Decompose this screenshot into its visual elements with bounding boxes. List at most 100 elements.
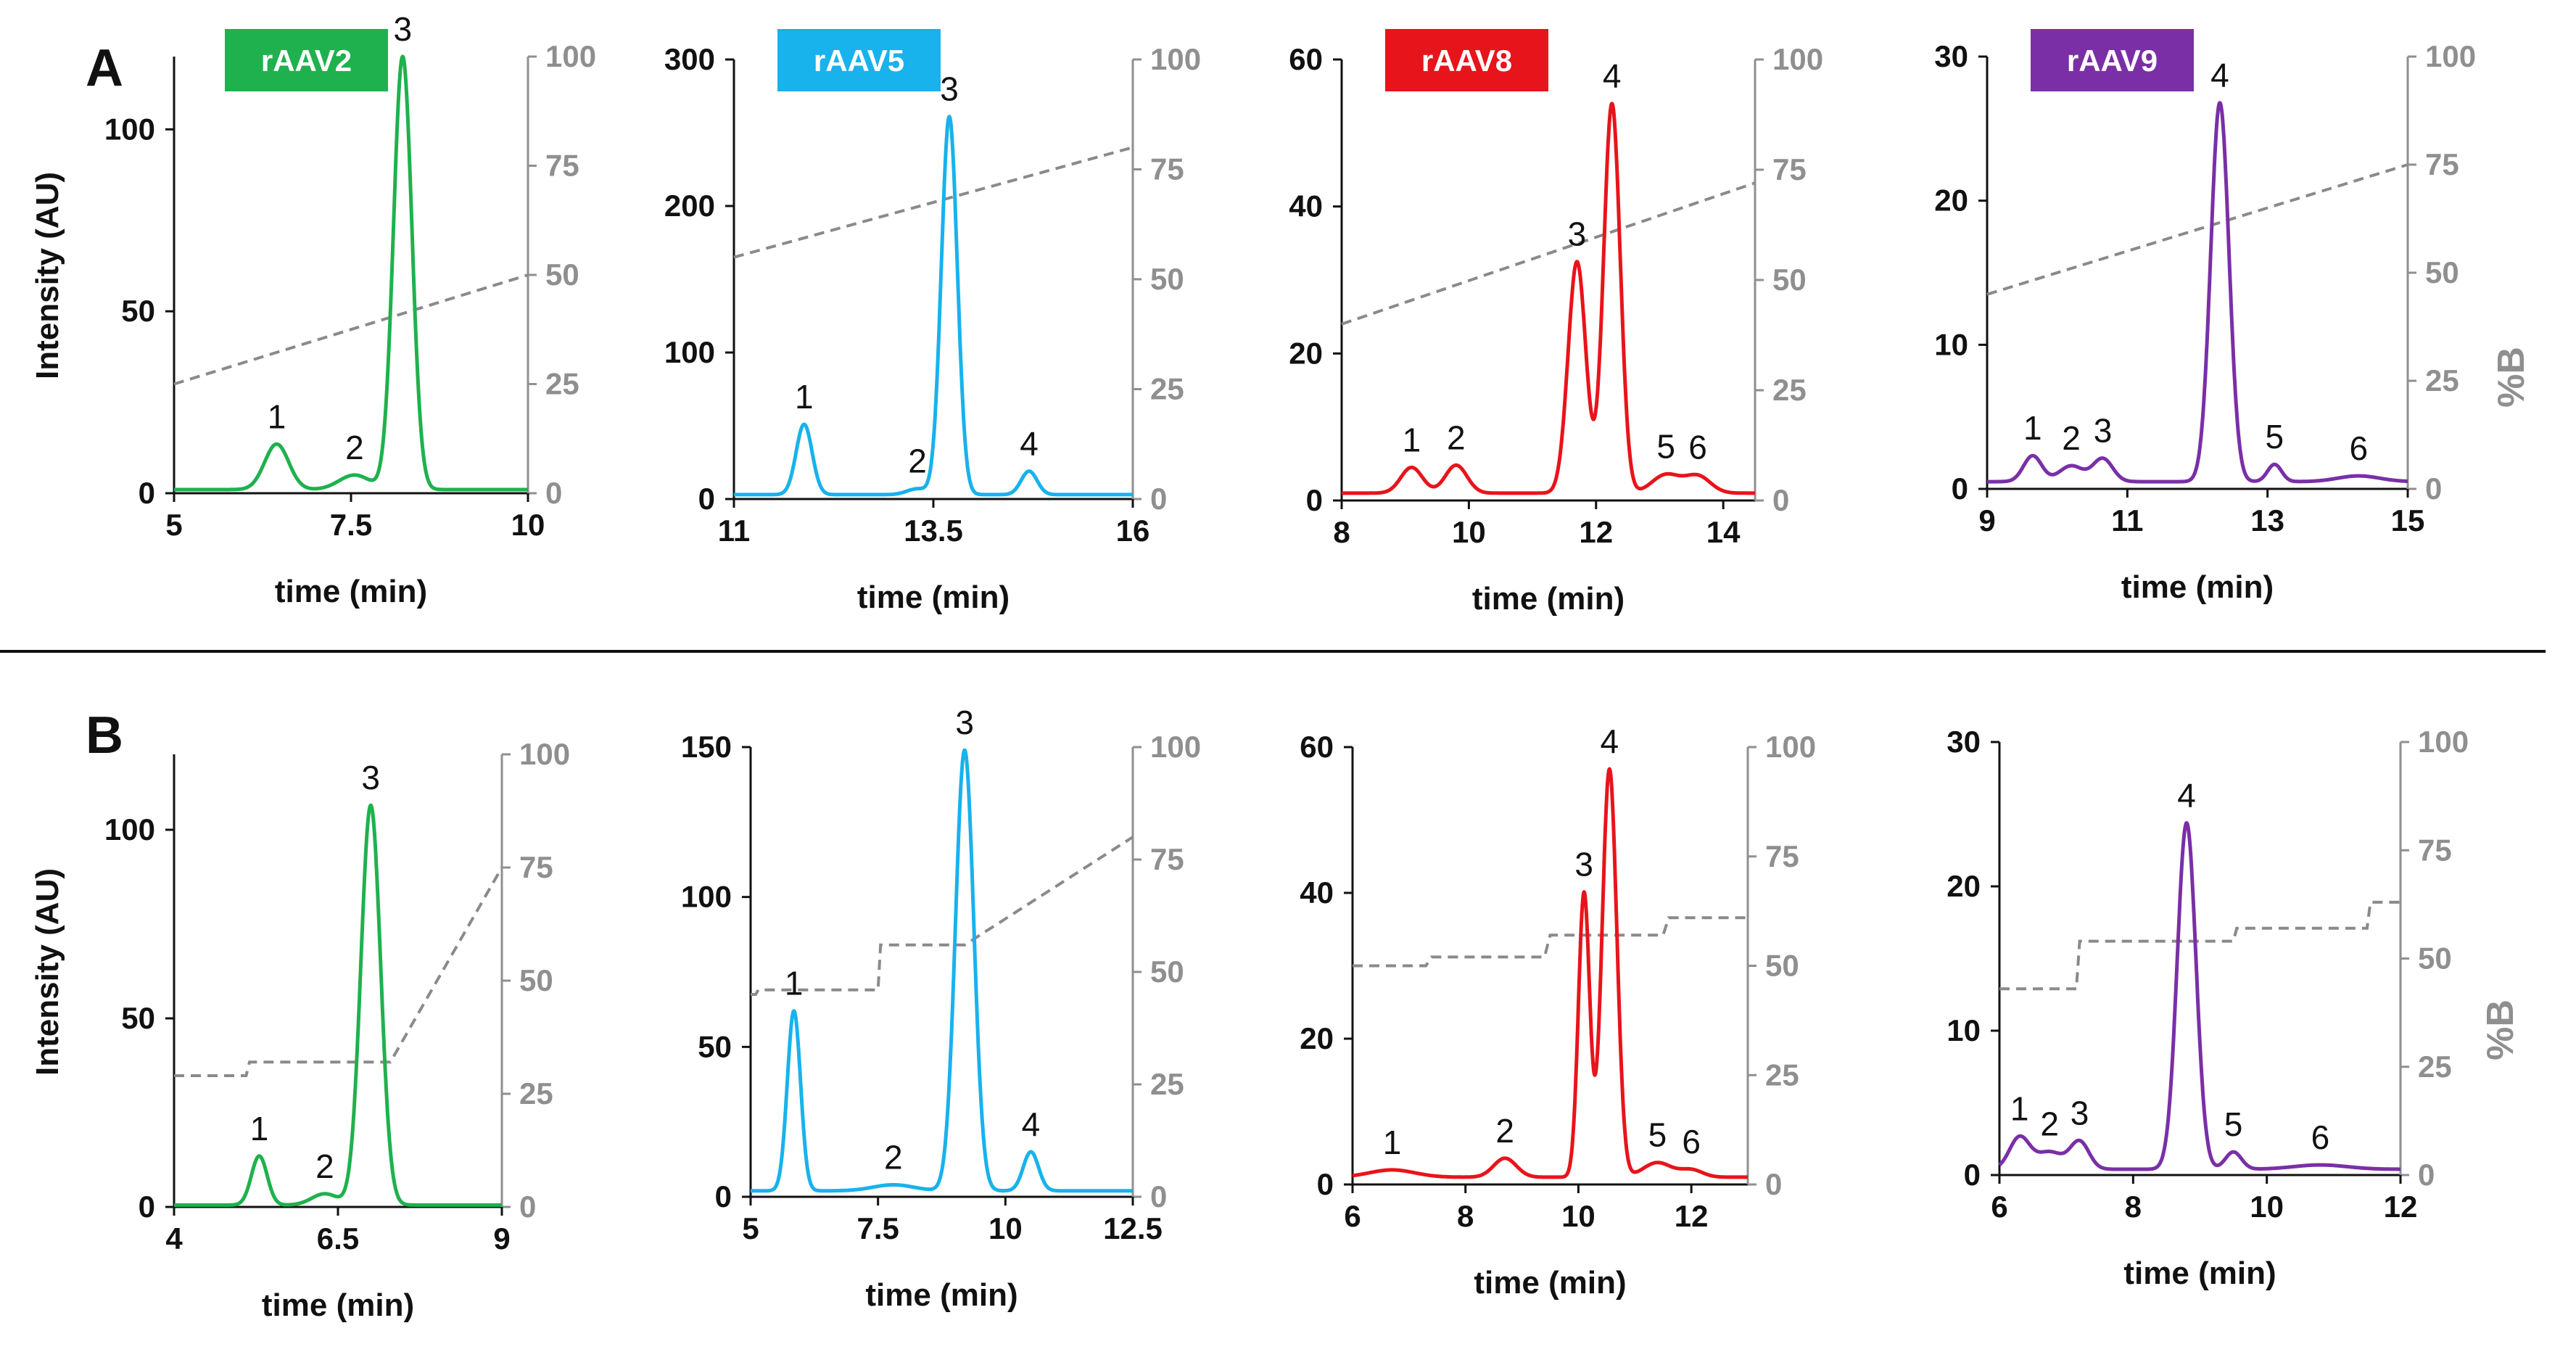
chart-panel-a-4: 0 10 20 30 0 25 50 75 100 9 11 13 15 time (min) 1 2 3 4 5 6…	[1934, 29, 2476, 605]
peak-label-3: 3	[1568, 215, 1587, 253]
peak-label-2: 2	[1495, 1112, 1514, 1150]
y2-tick-label: 50	[2418, 941, 2452, 976]
y2-tick-label: 75	[1772, 152, 1807, 186]
peak-label-4: 4	[1603, 57, 1622, 95]
x-tick-label: 5	[165, 508, 182, 542]
x-tick-label: 10	[2250, 1190, 2284, 1224]
x-axis-title: time (min)	[857, 580, 1010, 615]
y2-tick-label: 25	[1150, 1067, 1184, 1101]
x-tick-label: 16	[1116, 514, 1150, 548]
x-tick-label: 10	[1452, 515, 1486, 549]
gradient-line	[1341, 181, 1756, 326]
y2-tick-label: 50	[2425, 255, 2459, 289]
y-tick-label: 20	[1289, 336, 1323, 370]
peak-label-2: 2	[2062, 419, 2081, 457]
y-axis-title-left-a: Intensity (AU)	[30, 172, 65, 379]
x-tick-label: 12	[1675, 1199, 1709, 1233]
y-tick-label: 50	[121, 294, 155, 328]
y-tick-label: 150	[681, 730, 732, 764]
peak-label-5: 5	[1656, 428, 1675, 466]
y-tick-label: 0	[1952, 471, 1968, 506]
y2-tick-label: 0	[1150, 482, 1167, 516]
peak-label-4: 4	[2177, 776, 2196, 814]
x-tick-label: 11	[2111, 503, 2143, 537]
y-axis-title-left-b: Intensity (AU)	[30, 868, 65, 1076]
peak-label-2: 2	[2040, 1105, 2059, 1142]
chromatogram-trace	[173, 54, 529, 492]
gradient-line	[751, 836, 1134, 996]
x-axis-title: time (min)	[2121, 569, 2274, 605]
y2-tick-label: 100	[1150, 730, 1201, 764]
y2-tick-label: 0	[1150, 1179, 1167, 1213]
serotype-badge-label: rAAV9	[2067, 44, 2158, 78]
x-tick-label: 8	[1457, 1199, 1474, 1233]
chromatogram-trace	[1998, 821, 2402, 1171]
panel-label-b: B	[86, 706, 123, 765]
x-tick-label: 7.5	[856, 1211, 899, 1245]
y-tick-label: 100	[104, 812, 155, 846]
y2-tick-label: 75	[1765, 839, 1799, 873]
y-tick-label: 10	[1947, 1013, 1981, 1047]
peak-label-5: 5	[2224, 1105, 2243, 1143]
y-axis-title-right-b: %B	[2480, 1000, 2522, 1060]
y-tick-label: 60	[1289, 42, 1323, 76]
peak-label-1: 1	[2023, 409, 2042, 447]
peak-label-2: 2	[345, 429, 364, 466]
y-tick-label: 20	[1947, 869, 1981, 903]
y-tick-label: 50	[698, 1029, 732, 1063]
peak-label-5: 5	[1648, 1116, 1667, 1154]
y2-tick-label: 50	[1765, 949, 1799, 983]
x-tick-label: 9	[493, 1221, 510, 1256]
y2-tick-label: 75	[2425, 147, 2459, 181]
chart-panel-b-1: 0 50 100 0 25 50 75 100 4 6.5 9 time (min) 1 2 3	[104, 737, 570, 1323]
gradient-line	[733, 146, 1134, 259]
serotype-badge	[225, 29, 388, 91]
peak-label-1: 1	[268, 397, 286, 435]
y-tick-label: 100	[681, 880, 732, 914]
y-tick-label: 50	[121, 1001, 155, 1035]
y2-tick-label: 0	[2425, 471, 2442, 506]
y-tick-label: 0	[715, 1179, 732, 1213]
y2-tick-label: 100	[1765, 730, 1816, 764]
y2-tick-label: 75	[1150, 152, 1184, 186]
chromatogram-trace	[1351, 767, 1749, 1179]
peak-label-2: 2	[908, 442, 927, 480]
y2-tick-label: 50	[519, 963, 553, 997]
y2-tick-label: 25	[1765, 1058, 1799, 1092]
x-axis-title: time (min)	[2123, 1256, 2276, 1291]
y2-tick-label: 25	[2425, 363, 2459, 397]
peak-label-6: 6	[1688, 429, 1707, 466]
panel-label-a: A	[86, 39, 123, 97]
y2-tick-label: 0	[1772, 483, 1789, 517]
y2-tick-label: 0	[1765, 1167, 1782, 1201]
peak-label-1: 1	[785, 965, 804, 1002]
chromatogram-trace	[749, 748, 1134, 1193]
y2-tick-label: 100	[1772, 42, 1823, 76]
peak-label-6: 6	[1682, 1123, 1701, 1161]
y-tick-label: 200	[664, 189, 715, 223]
y-tick-label: 100	[104, 112, 155, 146]
peak-label-1: 1	[1383, 1124, 1402, 1161]
y2-tick-label: 50	[1150, 955, 1184, 989]
y-tick-label: 300	[664, 42, 715, 76]
gradient-line	[1353, 916, 1748, 968]
chart-panel-a-2: 0 100 200 300 0 25 50 75 100 11 13.5 16 time (min) 1 2…	[664, 29, 1201, 615]
y2-tick-label: 25	[1150, 372, 1184, 406]
y2-tick-label: 50	[1150, 262, 1184, 296]
chromatogram-trace	[1340, 102, 1756, 495]
y2-tick-label: 25	[519, 1076, 553, 1110]
peak-label-4: 4	[1022, 1105, 1041, 1143]
peak-label-1: 1	[250, 1110, 269, 1147]
gradient-line	[174, 867, 503, 1077]
y2-tick-label: 100	[545, 39, 596, 73]
y-tick-label: 60	[1300, 730, 1334, 764]
serotype-badge-label: rAAV2	[261, 44, 352, 78]
y2-tick-label: 25	[2418, 1050, 2452, 1084]
gradient-line	[1999, 900, 2400, 991]
y-tick-label: 30	[1934, 39, 1968, 73]
chromatogram-trace	[1986, 101, 2409, 484]
peak-label-3: 3	[940, 70, 959, 108]
x-tick-label: 8	[2125, 1190, 2142, 1224]
peak-label-3: 3	[1574, 846, 1593, 883]
